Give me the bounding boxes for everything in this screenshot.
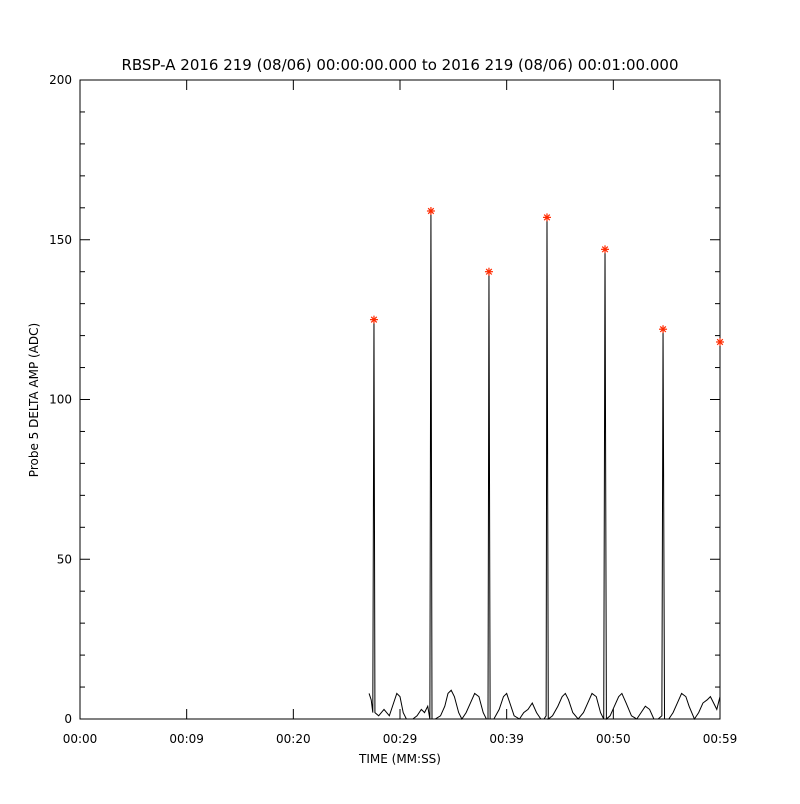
peak-marker <box>601 245 610 254</box>
y-axis-title: Probe 5 DELTA AMP (ADC) <box>27 323 41 477</box>
chart-title: RBSP-A 2016 219 (08/06) 00:00:00.000 to … <box>121 56 678 74</box>
x-tick-label: 00:09 <box>169 732 204 746</box>
peak-marker <box>484 267 493 276</box>
y-tick-label: 100 <box>49 393 72 407</box>
peak-marker <box>716 337 724 346</box>
y-tick-label: 50 <box>57 552 72 566</box>
x-tick-label: 00:39 <box>489 732 524 746</box>
x-tick-label: 00:20 <box>276 732 311 746</box>
y-tick-label: 0 <box>64 712 72 726</box>
peak-marker <box>369 315 378 324</box>
peak-marker <box>542 213 551 222</box>
marker-stroke <box>601 246 609 253</box>
marker-stroke <box>427 207 435 215</box>
y-tick-label: 200 <box>49 73 72 87</box>
marker-stroke <box>716 338 724 346</box>
x-tick-label: 00:59 <box>703 732 738 746</box>
data-line <box>368 210 721 721</box>
marker-stroke <box>485 268 493 275</box>
x-tick-label: 00:29 <box>383 732 418 746</box>
x-tick-label: 00:00 <box>63 732 98 746</box>
peak-marker <box>659 325 668 334</box>
marker-stroke <box>543 214 551 221</box>
x-axis-title: TIME (MM:SS) <box>358 752 441 766</box>
y-tick-label: 150 <box>49 233 72 247</box>
peak-marker <box>426 206 435 215</box>
x-tick-label: 00:50 <box>596 732 631 746</box>
marker-stroke <box>370 316 378 323</box>
marker-stroke <box>659 325 667 333</box>
